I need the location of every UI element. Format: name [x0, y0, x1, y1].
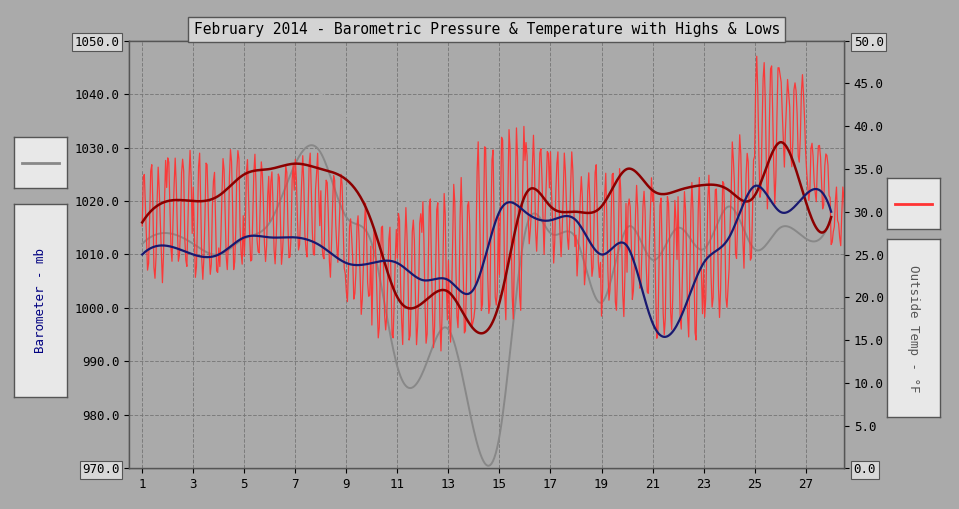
Text: Outside Temp - °F: Outside Temp - °F	[907, 265, 920, 392]
Text: Barometer - mb: Barometer - mb	[35, 248, 47, 353]
Title: February 2014 - Barometric Pressure & Temperature with Highs & Lows: February 2014 - Barometric Pressure & Te…	[194, 22, 780, 37]
